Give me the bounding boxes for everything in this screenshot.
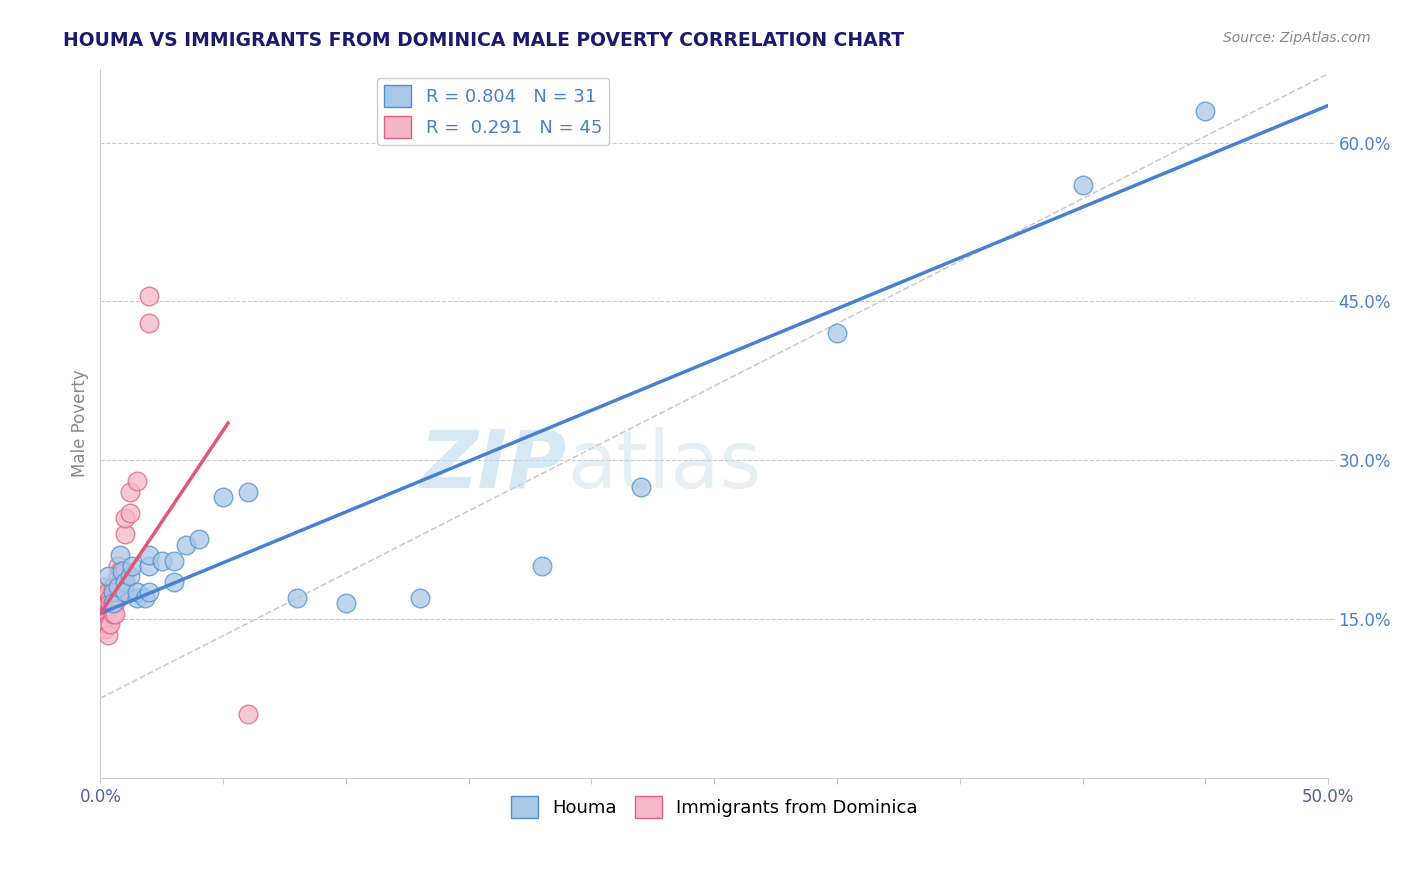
Point bbox=[107, 569, 129, 583]
Text: Source: ZipAtlas.com: Source: ZipAtlas.com bbox=[1223, 31, 1371, 45]
Text: ZIP: ZIP bbox=[419, 426, 567, 505]
Point bbox=[91, 596, 114, 610]
Point bbox=[101, 596, 124, 610]
Point bbox=[91, 580, 114, 594]
Point bbox=[150, 553, 173, 567]
Text: atlas: atlas bbox=[567, 426, 761, 505]
Legend: Houma, Immigrants from Dominica: Houma, Immigrants from Dominica bbox=[503, 789, 925, 825]
Point bbox=[91, 617, 114, 632]
Point bbox=[111, 564, 134, 578]
Point bbox=[114, 574, 136, 589]
Point bbox=[97, 569, 120, 583]
Point bbox=[108, 574, 131, 589]
Point bbox=[104, 607, 127, 621]
Point bbox=[138, 549, 160, 563]
Point bbox=[111, 569, 134, 583]
Point bbox=[97, 628, 120, 642]
Point bbox=[212, 490, 235, 504]
Point bbox=[98, 591, 121, 605]
Point bbox=[97, 585, 120, 599]
Point bbox=[98, 601, 121, 615]
Point bbox=[114, 527, 136, 541]
Point bbox=[97, 596, 120, 610]
Point bbox=[101, 596, 124, 610]
Point bbox=[97, 596, 120, 610]
Point bbox=[121, 558, 143, 573]
Text: HOUMA VS IMMIGRANTS FROM DOMINICA MALE POVERTY CORRELATION CHART: HOUMA VS IMMIGRANTS FROM DOMINICA MALE P… bbox=[63, 31, 904, 50]
Point bbox=[335, 596, 357, 610]
Point bbox=[630, 479, 652, 493]
Point bbox=[98, 596, 121, 610]
Point bbox=[101, 607, 124, 621]
Point bbox=[91, 585, 114, 599]
Point bbox=[104, 591, 127, 605]
Point bbox=[91, 607, 114, 621]
Point bbox=[94, 601, 117, 615]
Point bbox=[138, 316, 160, 330]
Point bbox=[138, 558, 160, 573]
Point bbox=[108, 585, 131, 599]
Point bbox=[285, 591, 308, 605]
Point bbox=[134, 591, 156, 605]
Point bbox=[107, 558, 129, 573]
Point bbox=[98, 617, 121, 632]
Point bbox=[163, 553, 186, 567]
Point bbox=[108, 564, 131, 578]
Point bbox=[118, 569, 141, 583]
Point bbox=[127, 475, 149, 489]
Point bbox=[174, 538, 197, 552]
Point bbox=[1194, 103, 1216, 118]
Point bbox=[97, 617, 120, 632]
Point bbox=[104, 596, 127, 610]
Point bbox=[127, 585, 149, 599]
Point bbox=[101, 580, 124, 594]
Point bbox=[163, 574, 186, 589]
Point bbox=[97, 607, 120, 621]
Point bbox=[94, 612, 117, 626]
Point bbox=[408, 591, 430, 605]
Point bbox=[187, 533, 209, 547]
Point bbox=[127, 591, 149, 605]
Point bbox=[118, 506, 141, 520]
Point bbox=[104, 585, 127, 599]
Y-axis label: Male Poverty: Male Poverty bbox=[72, 369, 89, 477]
Point bbox=[138, 289, 160, 303]
Point bbox=[138, 585, 160, 599]
Point bbox=[94, 607, 117, 621]
Point bbox=[236, 707, 259, 722]
Point bbox=[1071, 178, 1094, 192]
Point bbox=[107, 580, 129, 594]
Point bbox=[94, 623, 117, 637]
Point bbox=[101, 585, 124, 599]
Point bbox=[101, 596, 124, 610]
Point bbox=[531, 558, 554, 573]
Point bbox=[94, 591, 117, 605]
Point bbox=[114, 574, 136, 589]
Point bbox=[114, 511, 136, 525]
Point bbox=[236, 484, 259, 499]
Point bbox=[108, 549, 131, 563]
Point bbox=[107, 585, 129, 599]
Point bbox=[118, 484, 141, 499]
Point bbox=[825, 326, 848, 340]
Point bbox=[114, 585, 136, 599]
Point bbox=[114, 564, 136, 578]
